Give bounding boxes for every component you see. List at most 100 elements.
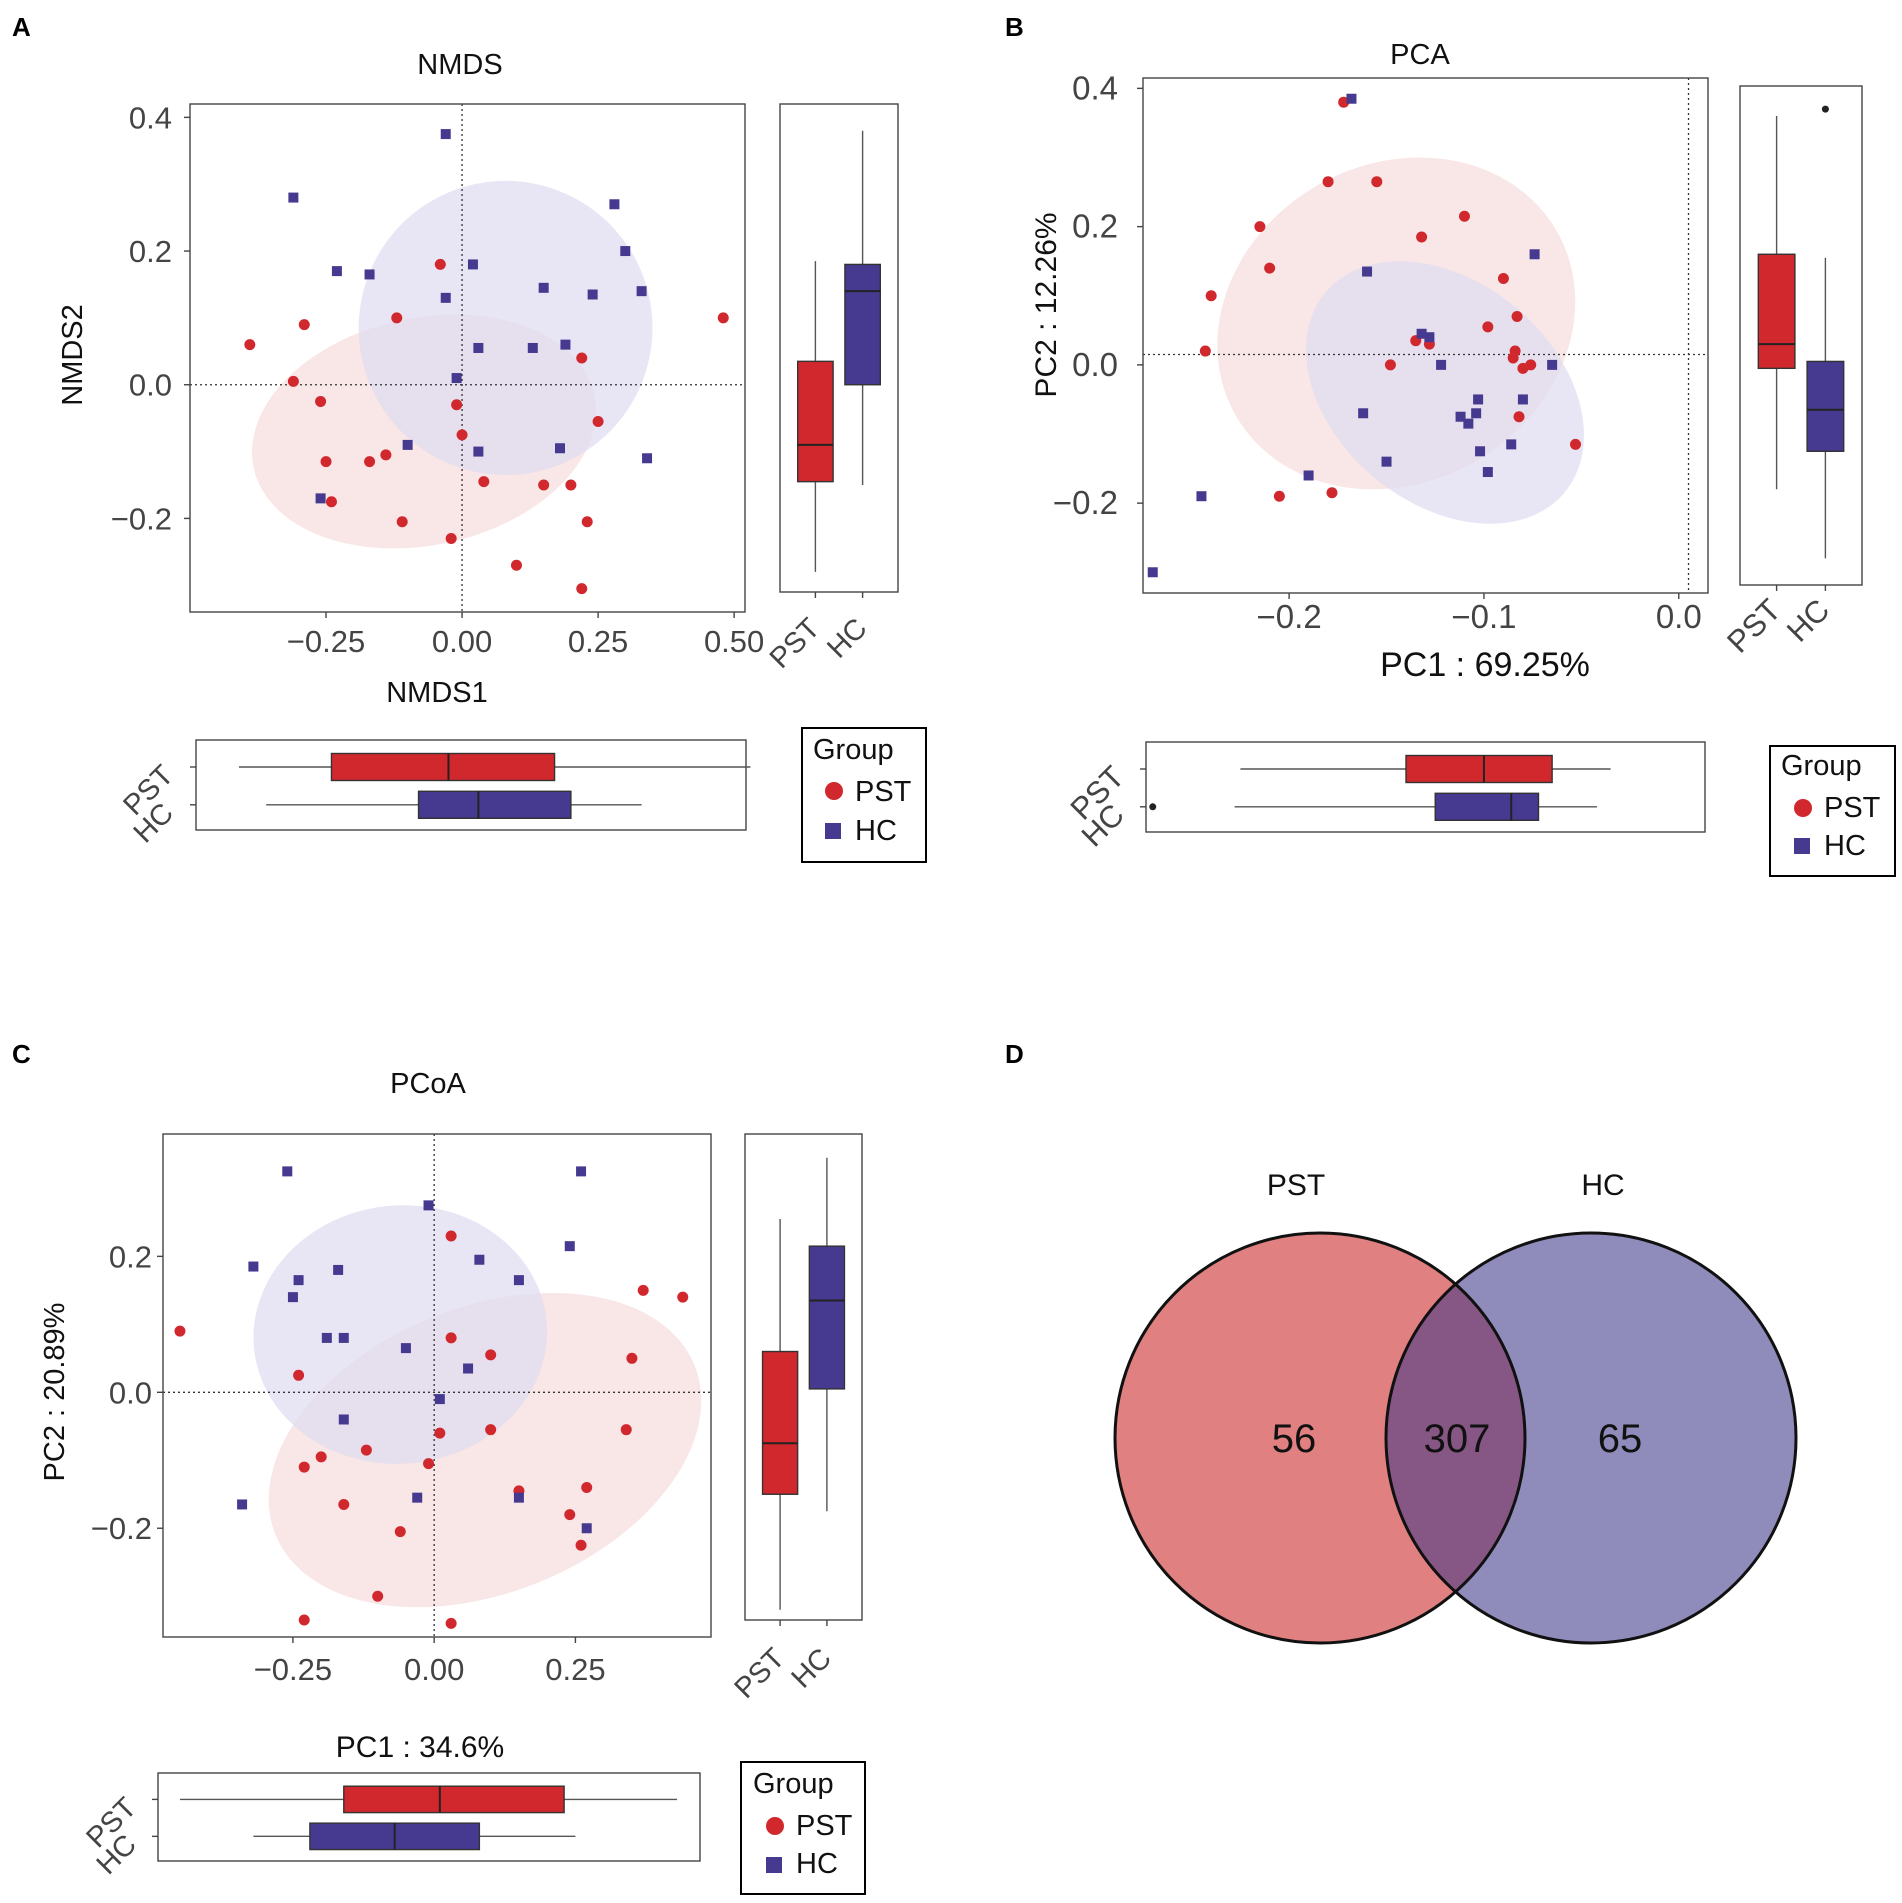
plot-frame — [162, 1133, 712, 1638]
hc-data-point — [1547, 359, 1558, 370]
hc-data-point — [1416, 328, 1427, 339]
pst-data-point — [576, 583, 588, 595]
pst-data-point — [575, 1539, 587, 1551]
pst-data-point — [485, 1424, 497, 1436]
panel-b-scatter-plot: −0.2 −0.1 0.0 −0.2 0.0 0.2 0.4 — [1053, 69, 1709, 635]
pst-data-point — [287, 375, 299, 387]
hc-data-point — [581, 1523, 592, 1534]
hc-data-point — [338, 1332, 349, 1343]
pst-data-point — [1326, 487, 1338, 499]
pst-data-point — [1511, 310, 1523, 322]
hc-data-point — [1346, 93, 1357, 104]
venn-hc-label: HC — [1581, 1169, 1624, 1202]
pst-data-point — [445, 1230, 457, 1242]
pst-data-point — [320, 456, 332, 468]
pst-data-point — [485, 1349, 497, 1361]
legend-pst-label: PST — [855, 776, 912, 808]
hc-data-point — [642, 453, 653, 464]
legend-pst-marker — [766, 1817, 784, 1835]
x-tick-label: 0.0 — [1656, 598, 1702, 635]
venn-hc-outline — [1384, 1231, 1798, 1645]
panel-d: D PST HC 56 307 65 — [1005, 1039, 1798, 1645]
venn-pst-outline — [1113, 1231, 1527, 1645]
hc-data-point — [237, 1499, 248, 1510]
hc-data-point — [473, 446, 484, 457]
x-tick-label: 0.00 — [404, 1652, 464, 1687]
y-tick-label: 0.4 — [129, 100, 172, 135]
hc-data-point — [400, 1343, 411, 1354]
venn-overlap-region — [1386, 1233, 1525, 1643]
y-tick-label: −0.2 — [111, 501, 172, 536]
pst-data-point — [626, 1352, 638, 1364]
hc-confidence-ellipse — [358, 180, 653, 475]
legend-hc-label: HC — [855, 815, 897, 847]
legend-hc-marker — [825, 823, 841, 839]
hc-data-point — [331, 266, 342, 277]
venn-intersection-count: 307 — [1424, 1417, 1491, 1461]
panel-c-title: PCoA — [390, 1068, 466, 1100]
pst-data-point — [510, 559, 522, 571]
pst-data-point — [592, 416, 604, 427]
pst-side-group-label: PST — [729, 1642, 792, 1705]
side-boxplot-frame — [779, 103, 899, 593]
panel-a-x-axis-label: NMDS1 — [386, 677, 488, 709]
bottom-boxplot-frame — [157, 1772, 701, 1862]
y-tick-label: 0.0 — [129, 368, 172, 403]
ellipse-group — [252, 180, 653, 549]
venn-only-hc-count: 65 — [1598, 1417, 1643, 1461]
hc-data-point — [473, 342, 484, 353]
side-boxplot-frame — [1739, 85, 1863, 586]
panel-label-c: C — [12, 1039, 31, 1069]
hc-data-point — [423, 1200, 434, 1211]
pst-data-point — [423, 1458, 435, 1470]
side-boxplot-frame — [744, 1133, 863, 1621]
hc-confidence-ellipse — [253, 1205, 548, 1464]
ellipse-group — [253, 1205, 702, 1608]
x-tick-label: −0.25 — [254, 1652, 332, 1687]
hc-data-point — [1436, 359, 1447, 370]
hc-side-box — [1806, 360, 1845, 452]
pst-data-point — [380, 449, 392, 461]
pst-data-point — [565, 479, 577, 491]
venn-only-pst-count: 56 — [1272, 1417, 1317, 1461]
pst-data-point — [1338, 96, 1350, 108]
hc-data-point — [282, 1166, 293, 1177]
legend-hc-label: HC — [1824, 830, 1866, 862]
pst-data-point — [1482, 321, 1494, 333]
hc-data-point — [293, 1275, 304, 1286]
hc-data-point — [474, 1254, 485, 1265]
y-tick-label: −0.2 — [1053, 484, 1118, 521]
hc-data-point — [288, 192, 299, 203]
x-tick-label: 0.00 — [432, 624, 492, 659]
hc-data-point — [1506, 439, 1517, 450]
pst-data-point — [1458, 210, 1470, 222]
x-tick-label: 0.25 — [545, 1652, 605, 1687]
y-tick-label: 0.4 — [1072, 69, 1118, 106]
pst-data-point — [372, 1590, 384, 1602]
legend-hc-marker — [766, 1857, 782, 1873]
panel-a-scatter-plot: −0.25 0.00 0.25 0.50 −0.2 0.0 0.2 0.4 — [111, 100, 764, 659]
hc-data-point — [1463, 418, 1474, 429]
legend-box — [801, 727, 927, 863]
hc-data-point — [451, 373, 462, 384]
panel-a-title: NMDS — [417, 49, 502, 81]
pst-data-point — [445, 1332, 457, 1344]
pst-data-point — [315, 1451, 327, 1463]
legend-title: Group — [813, 734, 894, 766]
hc-data-point — [527, 342, 538, 353]
hc-data-point — [560, 339, 571, 350]
pst-bottom-box — [343, 1785, 565, 1814]
panel-c-legend: Group PST HC — [740, 1761, 866, 1895]
panel-label-a: A — [12, 12, 31, 42]
x-tick-label: 0.50 — [704, 624, 764, 659]
pst-side-box — [1757, 253, 1796, 370]
hc-side-group-label: HC — [1780, 592, 1836, 648]
pst-data-point — [1199, 345, 1211, 357]
hc-data-point — [636, 286, 647, 297]
pst-data-point — [1497, 272, 1509, 284]
hc-data-point — [1482, 467, 1493, 478]
